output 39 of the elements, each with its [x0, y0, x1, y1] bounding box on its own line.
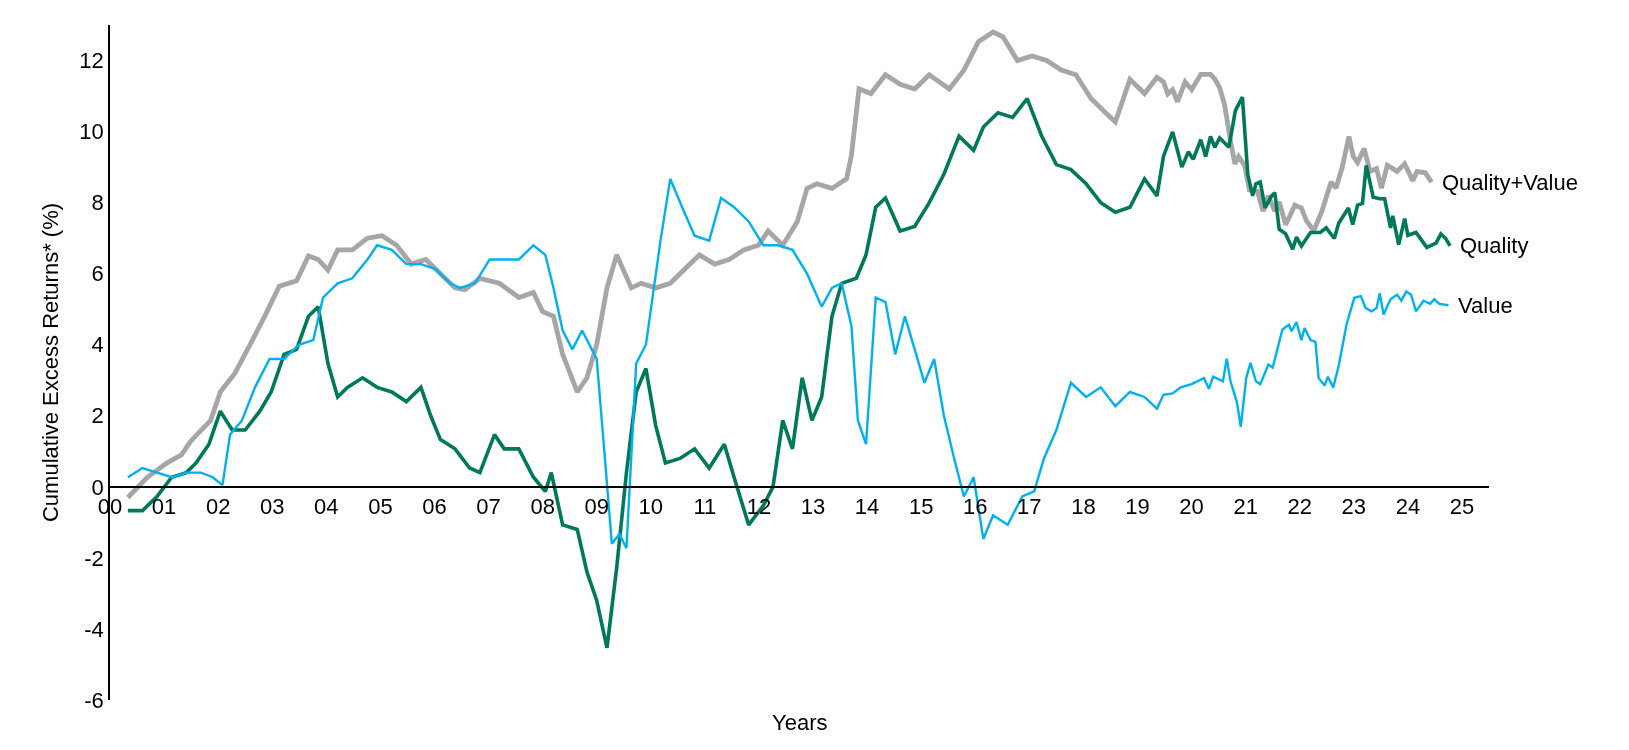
x-tick-label: 10 — [638, 493, 664, 519]
x-axis-title: Years — [772, 710, 828, 735]
x-tick-label: 11 — [693, 493, 717, 519]
x-tick-label: 23 — [1341, 493, 1367, 519]
x-tick-label: 09 — [584, 493, 609, 519]
x-tick-label: 21 — [1233, 493, 1258, 519]
x-tick-label: 07 — [476, 493, 501, 519]
x-tick-label: 25 — [1449, 493, 1475, 519]
y-tick-label: 6 — [91, 261, 104, 287]
y-tick-label: 8 — [91, 190, 104, 216]
x-tick-label: 03 — [260, 493, 285, 519]
series-label: Value — [1458, 293, 1513, 318]
x-tick-label: 01 — [151, 493, 177, 519]
y-tick-label: 2 — [91, 403, 104, 429]
y-tick-label: -4 — [84, 616, 104, 642]
x-tick-label: 05 — [368, 493, 393, 519]
y-tick-label: 4 — [91, 332, 104, 358]
y-tick-label: -2 — [84, 545, 104, 571]
line-series — [125, 29, 1435, 500]
x-tick-label: 20 — [1179, 493, 1204, 519]
x-tick-label: 04 — [314, 493, 339, 519]
x-tick-label: 14 — [854, 493, 880, 519]
series-label: Quality — [1460, 233, 1529, 258]
y-axis-title: Cumulative Excess Returns* (%) — [37, 202, 63, 523]
x-tick-label: 15 — [908, 493, 934, 519]
x-tick-label: 17 — [1017, 493, 1042, 519]
x-tick-label: 06 — [422, 493, 447, 519]
series-label: Quality+Value — [1442, 170, 1578, 195]
x-tick-label: 22 — [1287, 493, 1312, 519]
x-tick-label: 08 — [530, 493, 555, 519]
x-tick-label: 13 — [800, 493, 826, 519]
y-tick-label: 10 — [79, 119, 104, 145]
x-tick-label: 19 — [1125, 493, 1150, 519]
x-tick-label: 18 — [1071, 493, 1096, 519]
x-tick-label: 02 — [205, 493, 231, 519]
y-tick-label: 12 — [79, 48, 104, 74]
y-tick-label: 0 — [91, 474, 104, 500]
y-tick-label: -6 — [84, 687, 104, 713]
x-tick-label: 24 — [1395, 493, 1421, 519]
